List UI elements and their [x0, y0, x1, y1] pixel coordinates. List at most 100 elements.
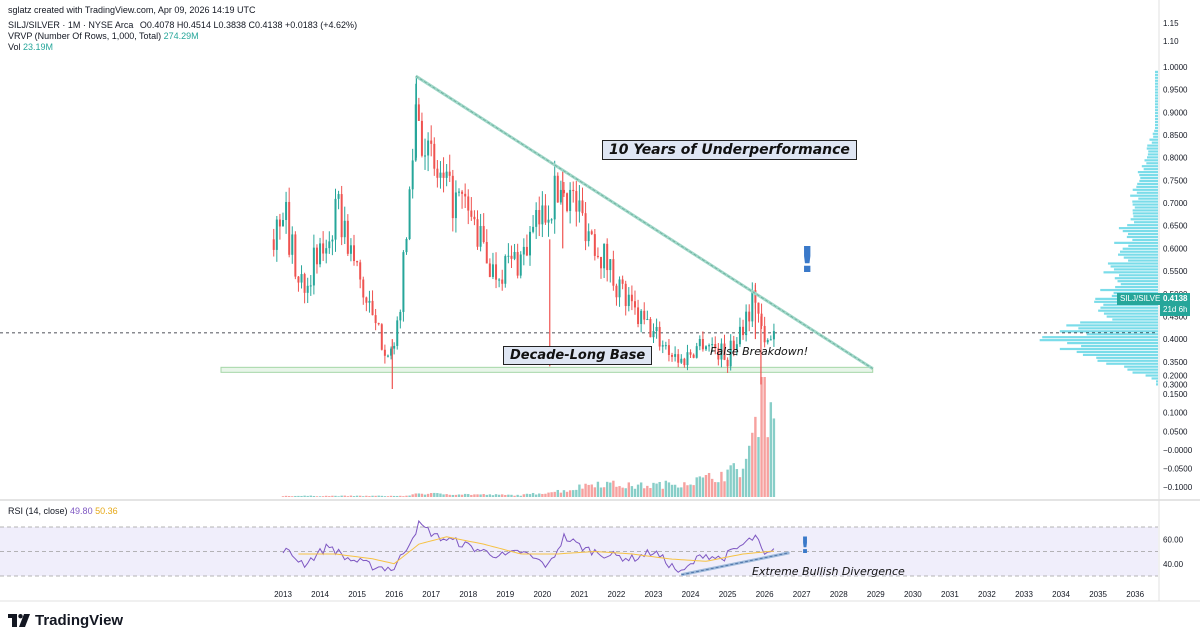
volume-bar: [522, 494, 526, 497]
volume-bar: [720, 471, 723, 497]
vrvp-bar: [1078, 327, 1158, 330]
volume-bar: [460, 494, 464, 497]
vrvp-bar: [1140, 176, 1158, 180]
volume-bar: [287, 496, 291, 497]
vol-legend[interactable]: Vol 23.19M: [8, 42, 53, 52]
volume-bar: [482, 494, 485, 497]
vrvp-bar: [1059, 347, 1158, 351]
volume-bar: [408, 495, 411, 497]
vrvp-legend[interactable]: VRVP (Number Of Rows, 1,000, Total) 274.…: [8, 31, 199, 41]
time-axis-tick-label: 2013: [274, 590, 292, 599]
volume-bar: [309, 495, 312, 497]
vrvp-bar: [1132, 203, 1158, 206]
vrvp-bar: [1122, 229, 1158, 233]
time-axis-tick-label: 2019: [496, 590, 514, 599]
rsi-label: RSI (14, close): [8, 506, 68, 516]
vrvp-bar: [1110, 265, 1158, 268]
vrvp-bar: [1138, 197, 1158, 200]
candle-body: [476, 219, 479, 247]
volume-bar: [525, 493, 529, 497]
vrvp-bar: [1155, 112, 1158, 115]
candle-body: [439, 172, 442, 178]
vrvp-bar: [1119, 250, 1158, 253]
annotation-false-breakdown[interactable]: False Breakdown!: [710, 345, 809, 358]
volume-bar: [516, 494, 519, 497]
volume-bar: [386, 496, 390, 497]
exclamation-mark-price[interactable]: !: [799, 240, 816, 281]
vrvp-bar: [1124, 365, 1158, 368]
volume-bar: [723, 481, 726, 497]
countdown-tag: 21d 6h: [1160, 304, 1191, 316]
annotation-underperformance[interactable]: 10 Years of Underperformance: [602, 140, 857, 160]
vrvp-bar: [1137, 182, 1158, 186]
candle-body: [479, 226, 482, 247]
volume-bar: [658, 481, 661, 497]
candle-body: [340, 194, 343, 238]
vrvp-bar: [1156, 380, 1158, 383]
vrvp-bar: [1134, 221, 1158, 224]
candle-body: [491, 264, 494, 277]
vrvp-bar: [1119, 274, 1158, 277]
candle-body: [671, 354, 674, 357]
volume-bar: [448, 494, 451, 497]
volume-bar: [741, 468, 745, 497]
vrvp-bar: [1155, 94, 1158, 97]
candle-body: [467, 196, 470, 211]
volume-bar: [519, 495, 522, 497]
candle-body: [544, 205, 547, 223]
candle-body: [735, 344, 738, 350]
rsi-legend[interactable]: RSI (14, close) 49.80 50.36: [8, 506, 118, 516]
volume-bar: [572, 490, 575, 497]
vrvp-bar: [1155, 100, 1158, 103]
volume-bar: [377, 495, 380, 497]
volume-bar: [541, 493, 544, 497]
candle-body: [322, 243, 325, 254]
vrvp-bar: [1133, 215, 1158, 218]
candle-body: [618, 279, 621, 298]
vrvp-bar: [1147, 144, 1158, 147]
volume-bar: [343, 495, 346, 497]
candle-body: [390, 348, 393, 356]
vrvp-bar: [1152, 132, 1158, 135]
candle-body: [383, 349, 386, 356]
vrvp-bar: [1059, 330, 1158, 333]
candle-body: [285, 201, 288, 221]
vrvp-bar: [1120, 283, 1158, 286]
annotation-decade-base[interactable]: Decade-Long Base: [503, 346, 653, 365]
downtrend-line: [415, 75, 873, 369]
candle-body: [498, 279, 501, 281]
tradingview-logo[interactable]: TradingView: [8, 612, 123, 629]
vrvp-bar: [1132, 200, 1158, 203]
vrvp-bar: [1096, 356, 1158, 359]
candle-body: [448, 171, 451, 176]
annotation-bullish-divergence[interactable]: Extreme Bullish Divergence: [752, 565, 905, 578]
candle-body: [698, 339, 701, 347]
volume-bar: [763, 377, 766, 497]
vrvp-bar: [1151, 141, 1158, 144]
candle-body: [516, 251, 519, 276]
vrvp-bar: [1134, 206, 1158, 209]
volume-bar: [667, 482, 671, 497]
vrvp-bar: [1136, 185, 1158, 188]
time-axis-tick-label: 2015: [348, 590, 366, 599]
candle-body: [417, 104, 420, 121]
volume-bar: [599, 487, 603, 497]
candle-body: [593, 234, 596, 256]
candle-body: [374, 315, 377, 324]
volume-bar: [701, 477, 705, 497]
volume-bar: [439, 493, 442, 497]
volume-bar: [318, 496, 322, 497]
candle-body: [380, 324, 383, 350]
candle-body: [470, 210, 473, 217]
volume-bar: [454, 494, 458, 497]
vrvp-bar: [1143, 168, 1158, 171]
volume-bar: [534, 494, 538, 497]
candle-body: [424, 155, 427, 157]
candle-body: [677, 354, 680, 363]
exclamation-mark-rsi[interactable]: !: [800, 534, 811, 559]
candle-body: [445, 171, 448, 178]
candle-body: [485, 242, 488, 264]
candle-body: [411, 160, 414, 190]
symbol-legend[interactable]: SILJ/SILVER · 1M · NYSE Arca O0.4078 H0.…: [8, 20, 357, 30]
